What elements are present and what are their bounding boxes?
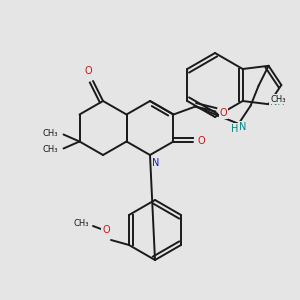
Text: O: O — [198, 136, 205, 146]
Text: N: N — [239, 122, 246, 132]
Text: CH₃: CH₃ — [74, 220, 89, 229]
Text: CH₃: CH₃ — [271, 94, 286, 103]
Text: O: O — [220, 109, 227, 118]
Text: CH₃: CH₃ — [42, 129, 58, 138]
Text: NH: NH — [270, 97, 285, 107]
Text: H: H — [231, 124, 238, 134]
Text: N: N — [152, 158, 160, 168]
Text: O: O — [102, 225, 110, 235]
Text: CH₃: CH₃ — [42, 145, 58, 154]
Text: O: O — [84, 66, 92, 76]
